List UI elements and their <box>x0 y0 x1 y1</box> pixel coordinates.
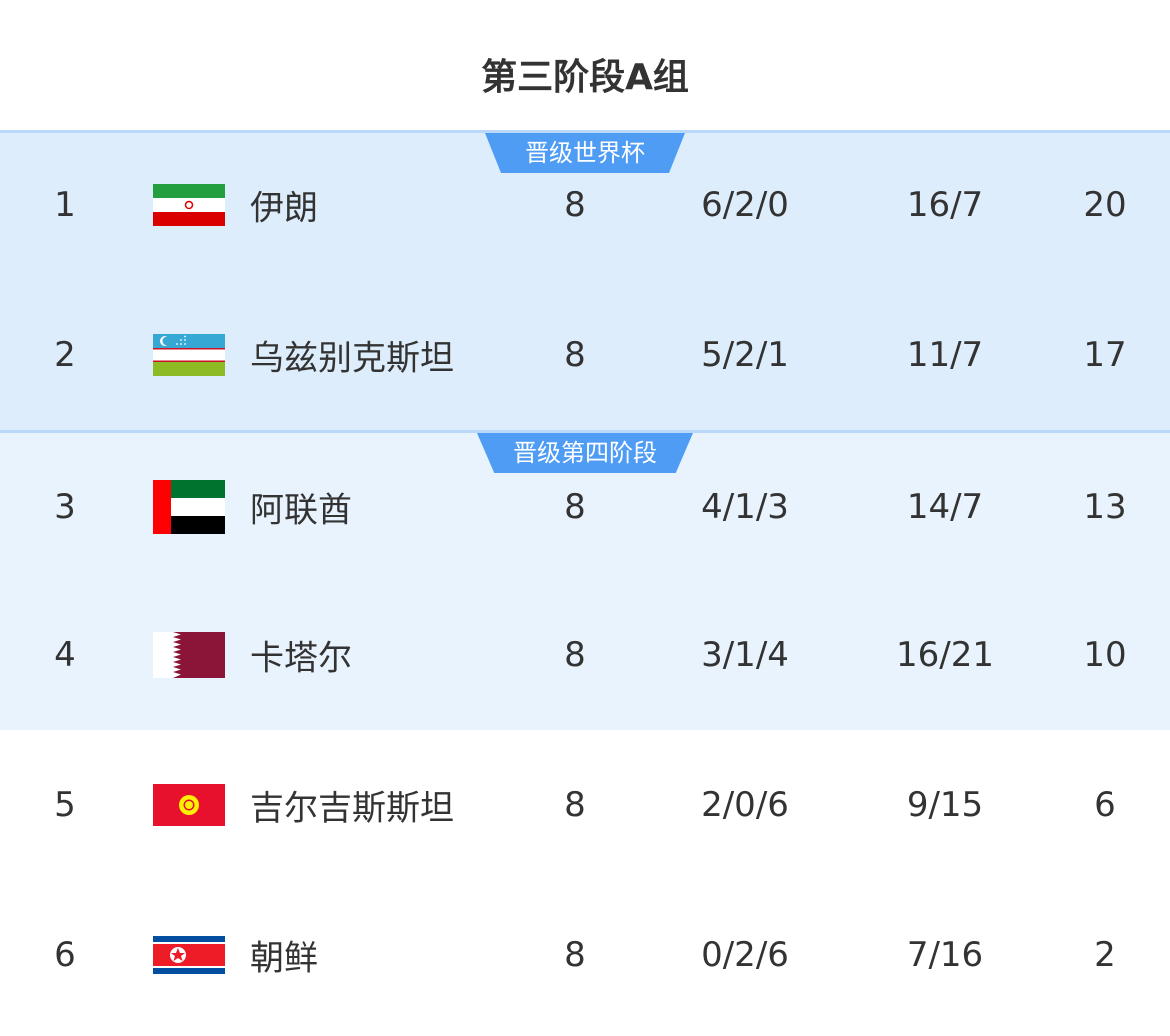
goals-for-against: 14/7 <box>906 487 984 527</box>
rank: 1 <box>54 185 76 225</box>
table-row[interactable]: 1 伊朗 8 6/2/0 16/7 20 <box>0 130 1170 280</box>
qatar-flag-icon <box>153 632 225 678</box>
matches-played: 8 <box>564 335 586 375</box>
table-row[interactable]: 5 吉尔吉斯斯坦 8 2/0/6 9/15 6 <box>0 730 1170 880</box>
team-name[interactable]: 乌兹别克斯坦 <box>250 338 454 379</box>
north-korea-flag-icon <box>153 936 225 974</box>
points: 13 <box>1083 487 1127 527</box>
table-row[interactable]: 6 朝鲜 8 0/2/6 7/16 2 <box>0 880 1170 1030</box>
points: 6 <box>1094 785 1116 825</box>
team-name[interactable]: 伊朗 <box>250 188 318 229</box>
goals-for-against: 16/21 <box>896 635 994 675</box>
win-draw-loss: 0/2/6 <box>701 935 789 975</box>
page-title: 第三阶段A组 <box>481 57 689 98</box>
goals-for-against: 9/15 <box>906 785 984 825</box>
win-draw-loss: 5/2/1 <box>701 335 789 375</box>
rank: 4 <box>54 635 76 675</box>
uae-flag-icon <box>153 480 225 534</box>
points: 2 <box>1094 935 1116 975</box>
points: 17 <box>1083 335 1127 375</box>
points: 20 <box>1083 185 1127 225</box>
win-draw-loss: 2/0/6 <box>701 785 789 825</box>
kyrgyzstan-flag-icon <box>153 784 225 826</box>
matches-played: 8 <box>564 635 586 675</box>
win-draw-loss: 6/2/0 <box>701 185 789 225</box>
win-draw-loss: 4/1/3 <box>701 487 789 527</box>
goals-for-against: 11/7 <box>906 335 984 375</box>
goals-for-against: 7/16 <box>906 935 984 975</box>
team-name[interactable]: 卡塔尔 <box>250 638 352 679</box>
team-name[interactable]: 阿联酋 <box>250 490 352 531</box>
iran-flag-icon <box>153 184 225 226</box>
matches-played: 8 <box>564 185 586 225</box>
team-name[interactable]: 吉尔吉斯斯坦 <box>250 788 454 829</box>
matches-played: 8 <box>564 487 586 527</box>
table-row[interactable]: 3 阿联酋 8 4/1/3 14/7 13 <box>0 432 1170 582</box>
zone-fourth-stage: 晋级第四阶段 <box>0 430 1170 730</box>
rank: 5 <box>54 785 76 825</box>
rank: 2 <box>54 335 76 375</box>
zone-world-cup: 晋级世界杯 <box>0 130 1170 430</box>
uzbekistan-flag-icon <box>153 334 225 376</box>
rank: 6 <box>54 935 76 975</box>
zone-badge-fourth-stage: 晋级第四阶段 <box>477 433 693 473</box>
matches-played: 8 <box>564 785 586 825</box>
table-row[interactable]: 4 卡塔尔 8 3/1/4 16/21 10 <box>0 580 1170 730</box>
zone-badge-world-cup: 晋级世界杯 <box>485 133 685 173</box>
goals-for-against: 16/7 <box>906 185 984 225</box>
points: 10 <box>1083 635 1127 675</box>
rank: 3 <box>54 487 76 527</box>
matches-played: 8 <box>564 935 586 975</box>
team-name[interactable]: 朝鲜 <box>250 938 318 979</box>
win-draw-loss: 3/1/4 <box>701 635 789 675</box>
table-row[interactable]: 2 乌兹别克斯坦 8 5/2/1 11/7 17 <box>0 280 1170 430</box>
